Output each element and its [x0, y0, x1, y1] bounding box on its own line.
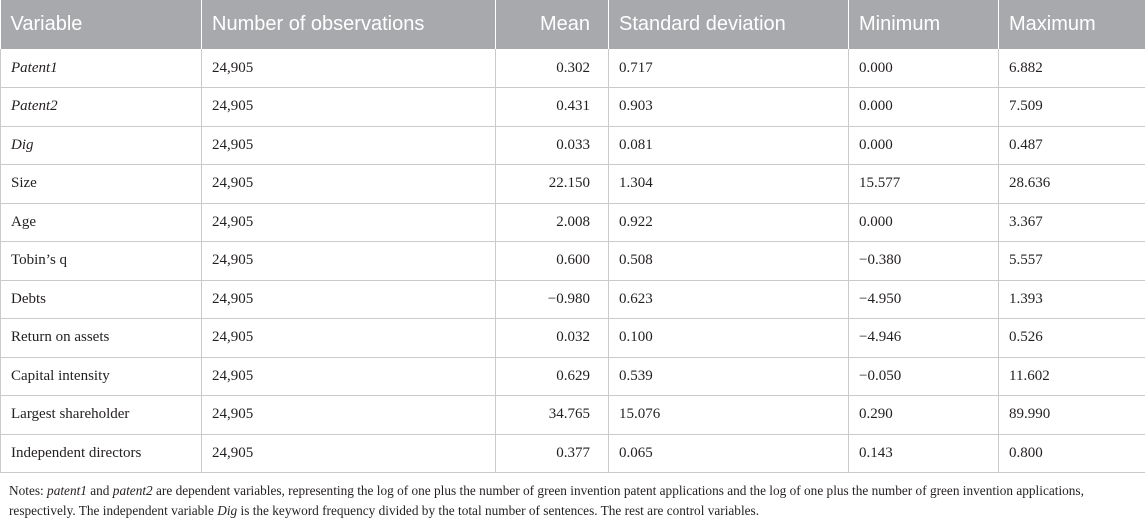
table-header: Variable Number of observations Mean Sta… — [1, 0, 1145, 49]
statistics-table-container: Variable Number of observations Mean Sta… — [0, 0, 1145, 473]
cell-standard-deviation: 0.065 — [609, 434, 849, 473]
cell-standard-deviation: 0.922 — [609, 203, 849, 242]
cell-minimum: −4.950 — [849, 280, 999, 319]
cell-observations: 24,905 — [202, 126, 496, 165]
cell-observations: 24,905 — [202, 357, 496, 396]
cell-observations: 24,905 — [202, 396, 496, 435]
cell-minimum: −0.050 — [849, 357, 999, 396]
cell-standard-deviation: 0.717 — [609, 49, 849, 88]
cell-observations: 24,905 — [202, 49, 496, 88]
cell-mean: 2.008 — [496, 203, 609, 242]
cell-variable: Tobin’s q — [1, 242, 202, 281]
cell-observations: 24,905 — [202, 88, 496, 127]
cell-mean: 0.377 — [496, 434, 609, 473]
cell-standard-deviation: 0.623 — [609, 280, 849, 319]
cell-maximum: 0.487 — [999, 126, 1145, 165]
cell-mean: 0.629 — [496, 357, 609, 396]
cell-minimum: 0.000 — [849, 126, 999, 165]
cell-variable: Capital intensity — [1, 357, 202, 396]
cell-mean: 0.431 — [496, 88, 609, 127]
table-notes: Notes: patent1 and patent2 are dependent… — [0, 473, 1145, 521]
cell-variable: Dig — [1, 126, 202, 165]
cell-observations: 24,905 — [202, 280, 496, 319]
cell-variable: Patent2 — [1, 88, 202, 127]
cell-variable: Age — [1, 203, 202, 242]
cell-mean: 0.600 — [496, 242, 609, 281]
cell-standard-deviation: 0.100 — [609, 319, 849, 358]
cell-observations: 24,905 — [202, 203, 496, 242]
notes-term-dig: Dig — [217, 503, 237, 518]
header-standard-deviation: Standard deviation — [609, 0, 849, 49]
header-variable: Variable — [1, 0, 202, 49]
notes-term-patent2: patent2 — [113, 483, 153, 498]
cell-maximum: 0.800 — [999, 434, 1145, 473]
cell-variable: Largest shareholder — [1, 396, 202, 435]
cell-maximum: 1.393 — [999, 280, 1145, 319]
cell-standard-deviation: 0.081 — [609, 126, 849, 165]
cell-observations: 24,905 — [202, 165, 496, 204]
cell-maximum: 0.526 — [999, 319, 1145, 358]
cell-maximum: 6.882 — [999, 49, 1145, 88]
cell-variable: Patent1 — [1, 49, 202, 88]
cell-minimum: 0.000 — [849, 203, 999, 242]
cell-maximum: 3.367 — [999, 203, 1145, 242]
cell-mean: 34.765 — [496, 396, 609, 435]
header-minimum: Minimum — [849, 0, 999, 49]
header-row: Variable Number of observations Mean Sta… — [1, 0, 1145, 49]
cell-minimum: −4.946 — [849, 319, 999, 358]
header-maximum: Maximum — [999, 0, 1145, 49]
header-observations: Number of observations — [202, 0, 496, 49]
cell-maximum: 89.990 — [999, 396, 1145, 435]
cell-minimum: 0.000 — [849, 49, 999, 88]
cell-mean: 0.033 — [496, 126, 609, 165]
cell-variable: Independent directors — [1, 434, 202, 473]
cell-minimum: 15.577 — [849, 165, 999, 204]
cell-mean: 22.150 — [496, 165, 609, 204]
cell-variable: Debts — [1, 280, 202, 319]
cell-mean: 0.302 — [496, 49, 609, 88]
cell-observations: 24,905 — [202, 434, 496, 473]
cell-mean: 0.032 — [496, 319, 609, 358]
notes-and: and — [87, 483, 113, 498]
cell-standard-deviation: 1.304 — [609, 165, 849, 204]
cell-minimum: 0.000 — [849, 88, 999, 127]
notes-suffix: is the keyword frequency divided by the … — [237, 503, 759, 518]
cell-standard-deviation: 0.508 — [609, 242, 849, 281]
cell-standard-deviation: 15.076 — [609, 396, 849, 435]
cell-standard-deviation: 0.903 — [609, 88, 849, 127]
cell-observations: 24,905 — [202, 319, 496, 358]
cell-mean: −0.980 — [496, 280, 609, 319]
cell-maximum: 7.509 — [999, 88, 1145, 127]
notes-term-patent1: patent1 — [47, 483, 87, 498]
cell-variable: Return on assets — [1, 319, 202, 358]
cell-minimum: 0.143 — [849, 434, 999, 473]
header-mean: Mean — [496, 0, 609, 49]
cell-minimum: 0.290 — [849, 396, 999, 435]
cell-minimum: −0.380 — [849, 242, 999, 281]
cell-maximum: 11.602 — [999, 357, 1145, 396]
cell-maximum: 28.636 — [999, 165, 1145, 204]
cell-standard-deviation: 0.539 — [609, 357, 849, 396]
cell-maximum: 5.557 — [999, 242, 1145, 281]
descriptive-statistics-table: Variable Number of observations Mean Sta… — [0, 0, 1145, 473]
notes-prefix: Notes: — [9, 483, 47, 498]
cell-variable: Size — [1, 165, 202, 204]
cell-observations: 24,905 — [202, 242, 496, 281]
